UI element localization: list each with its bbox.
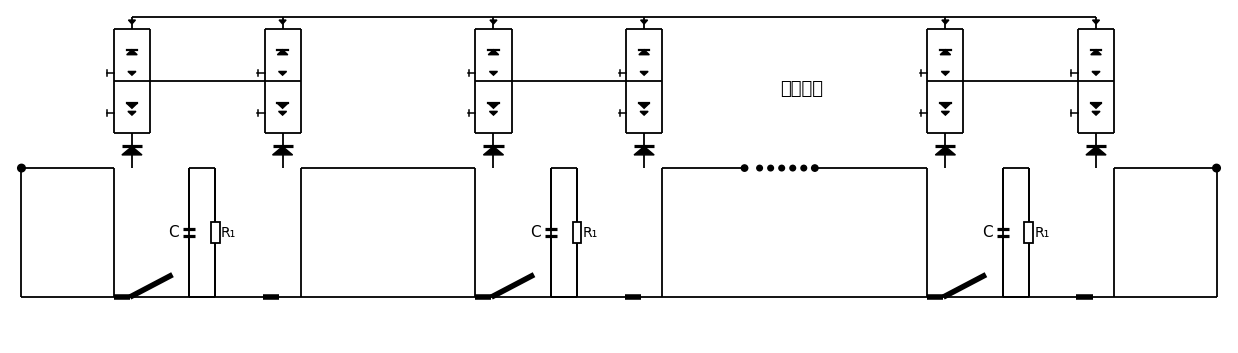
Text: 多个级联: 多个级联 [780, 80, 823, 98]
Polygon shape [1092, 71, 1101, 75]
Polygon shape [634, 146, 654, 155]
Polygon shape [941, 111, 950, 115]
Text: C: C [982, 225, 993, 240]
Polygon shape [640, 111, 649, 115]
Polygon shape [126, 50, 137, 55]
Polygon shape [277, 50, 287, 55]
Bar [210, 222, 219, 244]
Circle shape [768, 165, 774, 171]
Polygon shape [1091, 103, 1102, 108]
Polygon shape [489, 111, 498, 115]
Text: R₁: R₁ [222, 226, 236, 240]
Text: C: C [168, 225, 180, 240]
Polygon shape [121, 146, 142, 155]
Polygon shape [941, 71, 950, 75]
Polygon shape [940, 50, 951, 55]
Circle shape [779, 165, 785, 171]
Polygon shape [640, 71, 649, 75]
Polygon shape [279, 111, 286, 115]
Polygon shape [640, 20, 647, 24]
Polygon shape [272, 146, 292, 155]
Polygon shape [128, 71, 136, 75]
Polygon shape [279, 20, 286, 24]
Circle shape [1213, 164, 1221, 172]
Polygon shape [126, 103, 137, 108]
Bar [572, 222, 581, 244]
Polygon shape [940, 103, 951, 108]
Circle shape [756, 165, 763, 171]
Polygon shape [129, 20, 135, 24]
Circle shape [801, 165, 807, 171]
Polygon shape [942, 20, 948, 24]
Polygon shape [277, 103, 287, 108]
Text: C: C [530, 225, 541, 240]
Polygon shape [936, 146, 956, 155]
Polygon shape [128, 111, 136, 115]
Polygon shape [639, 50, 649, 55]
Polygon shape [1086, 146, 1106, 155]
Circle shape [742, 165, 748, 171]
Polygon shape [1092, 20, 1099, 24]
Polygon shape [488, 103, 499, 108]
Circle shape [812, 165, 818, 171]
Circle shape [790, 165, 796, 171]
Polygon shape [1092, 111, 1101, 115]
Polygon shape [490, 20, 496, 24]
Polygon shape [279, 71, 286, 75]
Bar [1025, 222, 1032, 244]
Polygon shape [1091, 50, 1102, 55]
Text: R₁: R₁ [583, 226, 598, 240]
Polygon shape [483, 146, 504, 155]
Polygon shape [639, 103, 649, 108]
Polygon shape [488, 50, 499, 55]
Polygon shape [489, 71, 498, 75]
Text: R₁: R₁ [1035, 226, 1050, 240]
Circle shape [17, 164, 25, 172]
